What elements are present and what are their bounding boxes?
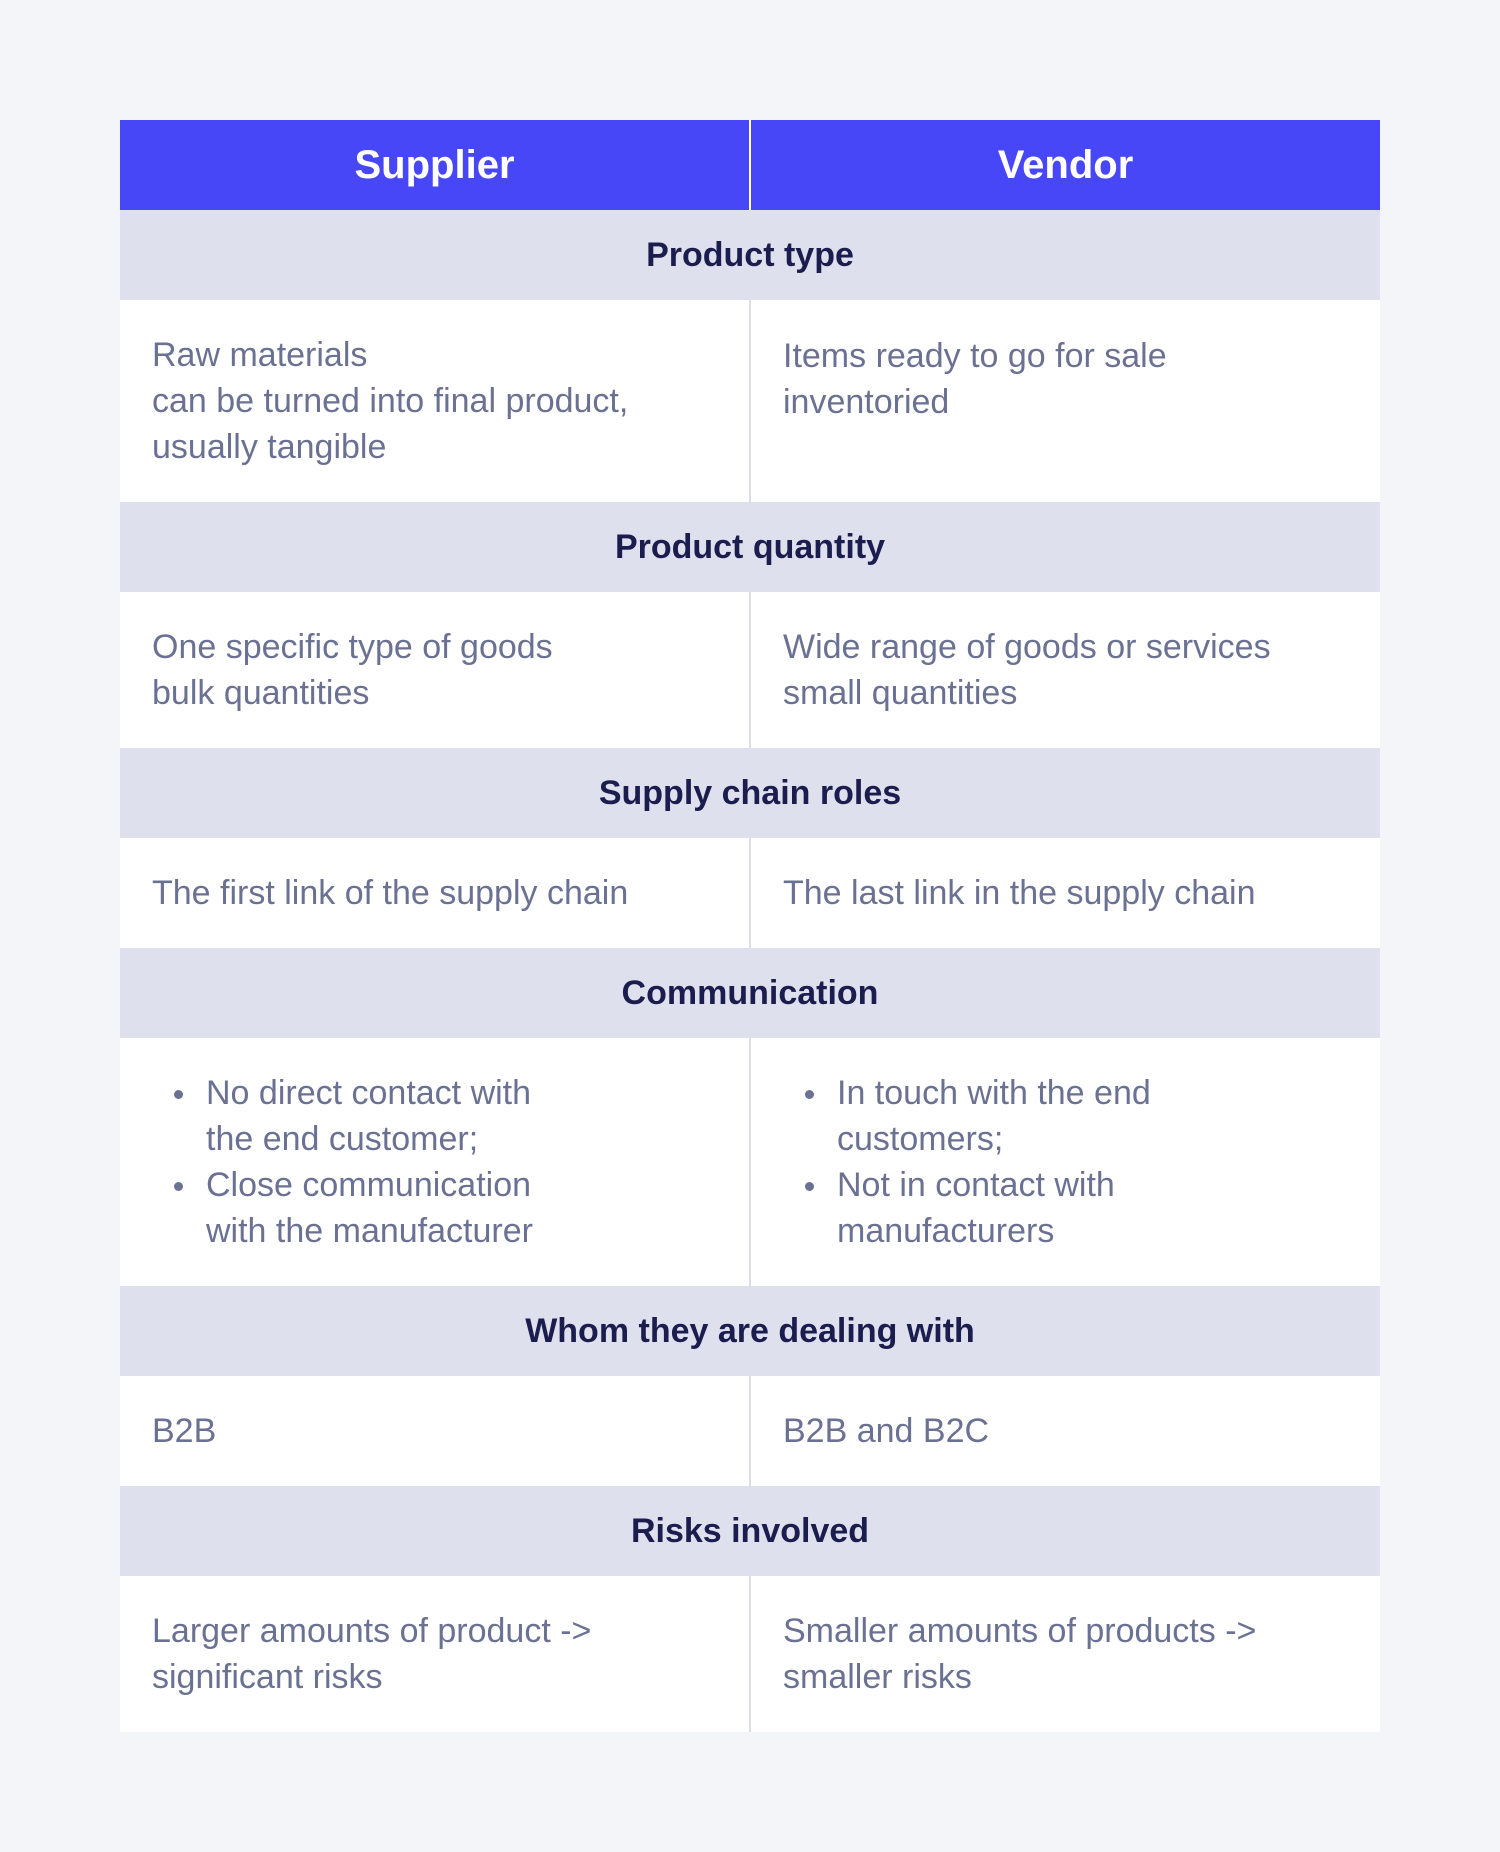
column-header-vendor: Vendor xyxy=(749,120,1380,210)
cell-line: The last link in the supply chain xyxy=(783,874,1256,912)
list-item: Not in contact with manufacturers xyxy=(805,1162,1151,1254)
cell-line: Larger amounts of product -> xyxy=(152,1612,592,1650)
bullet-list: In touch with the end customers; Not in … xyxy=(783,1070,1151,1254)
section-title-whom-they-deal-with: Whom they are dealing with xyxy=(120,1286,1380,1376)
cell-line: significant risks xyxy=(152,1658,383,1696)
section-title-communication: Communication xyxy=(120,948,1380,1038)
cell-line: with the manufacturer xyxy=(206,1212,533,1250)
supplier-cell: B2B xyxy=(120,1376,749,1486)
cell-line: In touch with the end xyxy=(837,1074,1151,1112)
cell-line: inventoried xyxy=(783,383,950,421)
list-item: Close communication with the manufacture… xyxy=(174,1162,533,1254)
section-title-risks-involved: Risks involved xyxy=(120,1486,1380,1576)
table-row-risks-involved: Larger amounts of product -> significant… xyxy=(120,1576,1380,1732)
cell-line: Smaller amounts of products -> xyxy=(783,1612,1257,1650)
cell-line: Items ready to go for sale xyxy=(783,337,1167,375)
cell-line: The first link of the supply chain xyxy=(152,874,629,912)
cell-line: bulk quantities xyxy=(152,674,370,712)
cell-line: Close communication xyxy=(206,1166,532,1204)
vendor-cell: In touch with the end customers; Not in … xyxy=(749,1038,1380,1286)
cell-line: One specific type of goods xyxy=(152,628,553,666)
supplier-cell: One specific type of goods bulk quantiti… xyxy=(120,592,749,748)
comparison-table: Supplier Vendor Product type Raw materia… xyxy=(120,120,1380,1732)
section-title-product-quantity: Product quantity xyxy=(120,502,1380,592)
cell-line: manufacturers xyxy=(837,1212,1055,1250)
vendor-cell: Smaller amounts of products -> smaller r… xyxy=(749,1576,1380,1732)
table-header-row: Supplier Vendor xyxy=(120,120,1380,210)
cell-line: can be turned into final product, xyxy=(152,382,629,420)
section-title-supply-chain-roles: Supply chain roles xyxy=(120,748,1380,838)
cell-line: customers; xyxy=(837,1120,1004,1158)
vendor-cell: The last link in the supply chain xyxy=(749,838,1380,948)
cell-line: B2B xyxy=(152,1412,217,1450)
supplier-cell: Raw materials can be turned into final p… xyxy=(120,300,749,502)
table-row-whom-they-deal-with: B2B B2B and B2C xyxy=(120,1376,1380,1486)
cell-line: usually tangible xyxy=(152,428,387,466)
list-item: In touch with the end customers; xyxy=(805,1070,1151,1162)
supplier-cell: No direct contact with the end customer;… xyxy=(120,1038,749,1286)
cell-line: No direct contact with xyxy=(206,1074,532,1112)
vendor-cell: B2B and B2C xyxy=(749,1376,1380,1486)
table-row-product-quantity: One specific type of goods bulk quantiti… xyxy=(120,592,1380,748)
supplier-cell: The first link of the supply chain xyxy=(120,838,749,948)
bullet-list: No direct contact with the end customer;… xyxy=(152,1070,533,1254)
cell-line: B2B and B2C xyxy=(783,1412,990,1450)
cell-line: Raw materials xyxy=(152,336,368,374)
cell-line: smaller risks xyxy=(783,1658,972,1696)
section-title-product-type: Product type xyxy=(120,210,1380,300)
cell-line: Not in contact with xyxy=(837,1166,1115,1204)
supplier-cell: Larger amounts of product -> significant… xyxy=(120,1576,749,1732)
table-row-communication: No direct contact with the end customer;… xyxy=(120,1038,1380,1286)
table-row-supply-chain-roles: The first link of the supply chain The l… xyxy=(120,838,1380,948)
list-item: No direct contact with the end customer; xyxy=(174,1070,533,1162)
vendor-cell: Wide range of goods or services small qu… xyxy=(749,592,1380,748)
cell-line: the end customer; xyxy=(206,1120,479,1158)
cell-line: Wide range of goods or services xyxy=(783,628,1271,666)
table-row-product-type: Raw materials can be turned into final p… xyxy=(120,300,1380,502)
vendor-cell: Items ready to go for sale inventoried xyxy=(749,300,1380,502)
cell-line: small quantities xyxy=(783,674,1018,712)
column-header-supplier: Supplier xyxy=(354,142,515,187)
